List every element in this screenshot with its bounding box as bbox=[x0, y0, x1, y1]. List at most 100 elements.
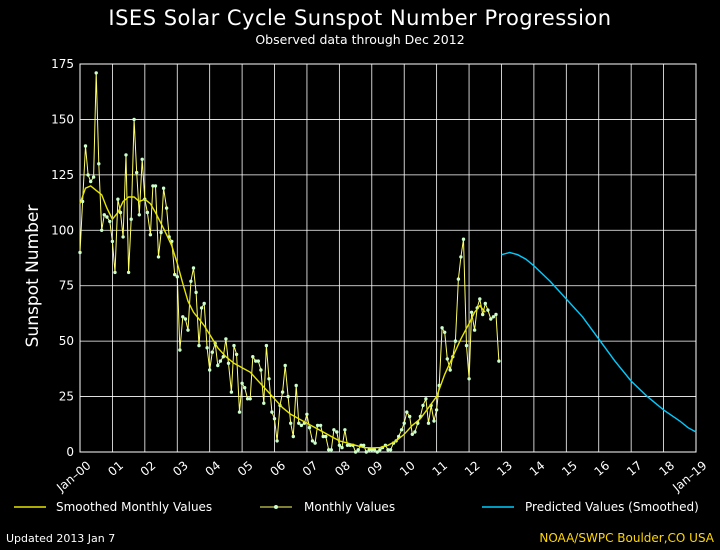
monthly-point bbox=[364, 450, 368, 454]
monthly-point bbox=[181, 315, 185, 319]
monthly-point bbox=[202, 301, 206, 306]
x-tick-label: 01 bbox=[105, 458, 126, 479]
monthly-point bbox=[321, 434, 325, 439]
monthly-point bbox=[86, 173, 90, 177]
monthly-point bbox=[313, 441, 317, 445]
monthly-point bbox=[472, 328, 477, 332]
monthly-point bbox=[483, 301, 487, 306]
monthly-point bbox=[248, 397, 252, 401]
legend: Smoothed Monthly Values Monthly Values Pre… bbox=[14, 500, 699, 514]
monthly-point bbox=[218, 359, 223, 363]
series-predicted-line bbox=[501, 251, 697, 433]
monthly-point bbox=[356, 448, 360, 452]
x-tick-label: 12 bbox=[462, 458, 483, 479]
y-tick-label: 0 bbox=[66, 445, 74, 459]
monthly-point bbox=[294, 383, 298, 388]
monthly-point bbox=[199, 306, 204, 310]
x-tick-label: 17 bbox=[624, 458, 645, 479]
monthly-point bbox=[229, 390, 234, 394]
monthly-point bbox=[208, 368, 212, 372]
monthly-point bbox=[448, 368, 452, 372]
chart-subtitle: Observed data through Dec 2012 bbox=[255, 32, 465, 47]
x-tick-label: 05 bbox=[235, 458, 256, 479]
monthly-point bbox=[410, 432, 414, 436]
monthly-point bbox=[173, 272, 177, 277]
monthly-point bbox=[113, 270, 117, 275]
monthly-point bbox=[237, 410, 242, 414]
monthly-point bbox=[161, 186, 166, 190]
monthly-point bbox=[367, 448, 371, 452]
source-credit: NOAA/SWPC Boulder,CO USA bbox=[539, 531, 714, 545]
monthly-point bbox=[137, 213, 141, 217]
monthly-point bbox=[148, 233, 153, 237]
monthly-point bbox=[370, 448, 374, 452]
monthly-point bbox=[408, 414, 412, 419]
x-tick-label: 15 bbox=[559, 458, 580, 479]
monthly-point bbox=[126, 270, 131, 275]
monthly-point bbox=[132, 117, 136, 122]
monthly-point bbox=[105, 215, 109, 219]
y-tick-label: 75 bbox=[59, 279, 74, 293]
legend-label-smoothed: Smoothed Monthly Values bbox=[56, 500, 212, 514]
monthly-point bbox=[318, 423, 323, 428]
monthly-point bbox=[378, 448, 382, 452]
monthly-point bbox=[345, 443, 350, 447]
monthly-point bbox=[267, 377, 271, 381]
monthly-point bbox=[286, 394, 290, 399]
monthly-point bbox=[289, 421, 293, 425]
x-tick-label: Jan–19 bbox=[669, 458, 709, 495]
x-tick-label: 10 bbox=[397, 458, 418, 479]
monthly-point bbox=[100, 228, 104, 232]
x-tick-label: 03 bbox=[170, 458, 191, 479]
monthly-point bbox=[97, 162, 101, 166]
y-tick-labels: 0 25 50 75 100 125 150 175 bbox=[51, 57, 74, 459]
monthly-point bbox=[124, 153, 128, 157]
monthly-point bbox=[489, 317, 493, 321]
x-tick-label: Jan–00 bbox=[53, 458, 93, 495]
monthly-point bbox=[497, 359, 501, 363]
monthly-point bbox=[270, 410, 274, 414]
y-tick-label: 175 bbox=[51, 57, 74, 71]
monthly-point bbox=[388, 448, 393, 452]
monthly-point bbox=[372, 448, 377, 452]
monthly-point bbox=[426, 421, 431, 425]
monthly-point bbox=[291, 434, 295, 439]
grid bbox=[79, 63, 697, 453]
legend-label-monthly: Monthly Values bbox=[304, 500, 395, 514]
monthly-point bbox=[327, 448, 331, 452]
series-monthly-line bbox=[79, 72, 500, 453]
x-tick-label: 06 bbox=[267, 458, 288, 479]
monthly-point bbox=[110, 239, 115, 244]
y-tick-label: 125 bbox=[51, 168, 74, 182]
monthly-point bbox=[486, 308, 490, 312]
monthly-point bbox=[151, 184, 155, 188]
monthly-point bbox=[78, 250, 82, 255]
monthly-point bbox=[159, 230, 163, 235]
monthly-point bbox=[94, 71, 98, 75]
monthly-point bbox=[164, 206, 169, 210]
monthly-point bbox=[197, 343, 201, 348]
monthly-point bbox=[459, 255, 463, 259]
monthly-point bbox=[116, 197, 120, 201]
x-tick-labels: Jan–00 01 02 03 04 05 06 07 08 09 10 11 12 13 14 15 16 17… bbox=[53, 458, 709, 495]
monthly-point bbox=[259, 368, 263, 372]
monthly-point bbox=[186, 328, 190, 332]
monthly-point bbox=[216, 363, 220, 368]
monthly-point bbox=[210, 350, 214, 354]
monthly-point bbox=[254, 359, 258, 363]
monthly-point bbox=[386, 448, 390, 452]
monthly-point bbox=[189, 279, 193, 283]
monthly-point bbox=[445, 357, 449, 361]
monthly-point bbox=[221, 355, 225, 359]
y-tick-label: 25 bbox=[59, 390, 74, 404]
y-axis-label: Sunspot Number bbox=[23, 205, 43, 348]
monthly-point bbox=[140, 157, 144, 161]
monthly-point bbox=[153, 184, 158, 188]
series-layer bbox=[78, 71, 697, 454]
monthly-point bbox=[243, 386, 247, 390]
monthly-point bbox=[481, 312, 485, 317]
monthly-point bbox=[343, 428, 347, 432]
monthly-point bbox=[432, 419, 436, 423]
monthly-point bbox=[108, 219, 112, 224]
monthly-point bbox=[175, 275, 179, 279]
